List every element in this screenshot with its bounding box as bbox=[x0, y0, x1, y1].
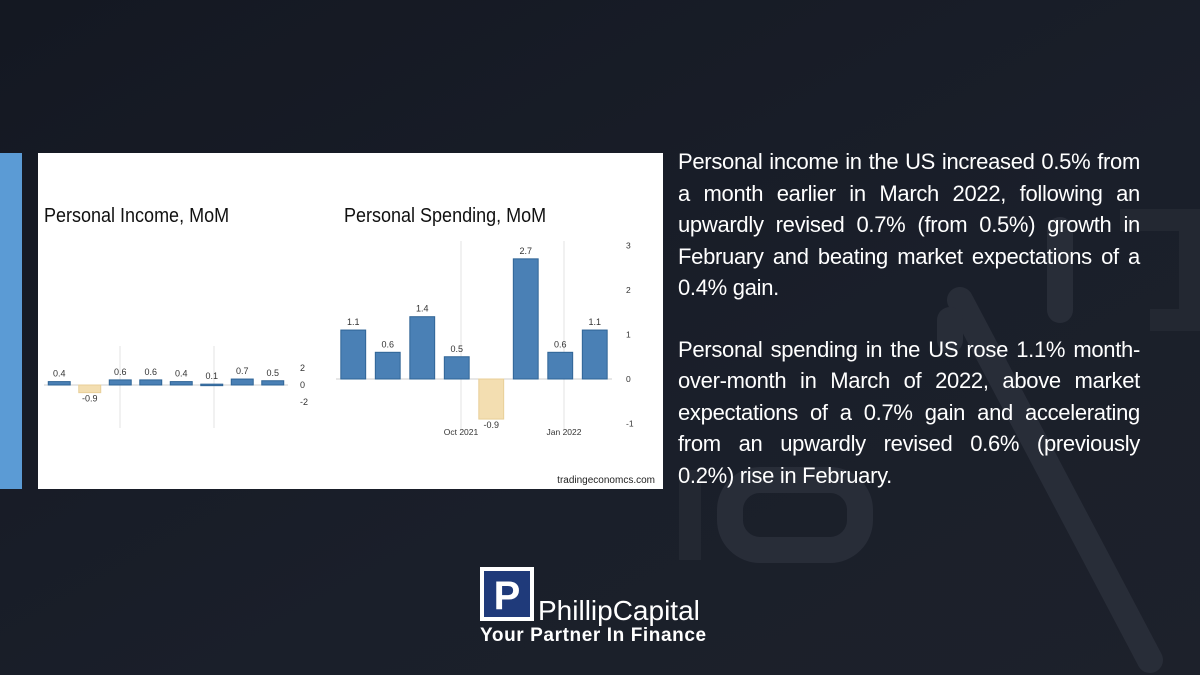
bar bbox=[409, 316, 436, 380]
data-label: 0.7 bbox=[236, 366, 249, 376]
data-label: 0.6 bbox=[381, 339, 394, 349]
bar bbox=[78, 384, 102, 394]
spending-chart: 1.1 0.6 1.4 0.5 -0.9 2.7 0.6 1.1 3 2 1 0 -1 Oct 2021 J… bbox=[336, 241, 634, 437]
y-tick-label: -1 bbox=[626, 419, 634, 429]
bar bbox=[139, 379, 163, 386]
data-label: 0.5 bbox=[450, 344, 463, 354]
y-tick-label: 0 bbox=[300, 380, 305, 390]
bar bbox=[512, 258, 539, 380]
bar bbox=[200, 383, 224, 387]
phillipcapital-logo: P PhillipCapital Your Partner In Finance bbox=[480, 567, 740, 647]
data-label: 1.1 bbox=[347, 317, 360, 327]
data-label: 0.6 bbox=[144, 367, 157, 377]
logo-name: PhillipCapital bbox=[538, 595, 700, 626]
income-chart-title: Personal Income, MoM bbox=[44, 205, 230, 227]
bar bbox=[581, 329, 608, 380]
data-label: 0.6 bbox=[554, 339, 567, 349]
bar bbox=[374, 351, 401, 380]
spending-paragraph: Personal spending in the US rose 1.1% mo… bbox=[678, 336, 1140, 488]
y-tick-label: 2 bbox=[300, 363, 305, 373]
bar bbox=[108, 379, 132, 386]
spending-chart-title: Personal Spending, MoM bbox=[344, 205, 547, 227]
logo-mark: P bbox=[480, 567, 534, 621]
p-logo-icon: P bbox=[480, 567, 534, 621]
data-label: 0.1 bbox=[205, 371, 218, 381]
data-label: 0.6 bbox=[114, 367, 127, 377]
chart-panel: Personal Income, MoM Personal Spending, … bbox=[38, 153, 663, 489]
logo-letter: P bbox=[494, 574, 521, 618]
bar bbox=[47, 381, 71, 386]
data-label: 1.1 bbox=[588, 317, 601, 327]
bar bbox=[340, 329, 367, 380]
bar bbox=[547, 351, 574, 380]
logo-tagline: Your Partner In Finance bbox=[480, 625, 707, 646]
y-tick-label: -2 bbox=[300, 397, 308, 407]
income-paragraph: Personal income in the US increased 0.5%… bbox=[678, 149, 1140, 300]
data-label: 0.4 bbox=[175, 369, 188, 379]
commentary: Personal income in the US increased 0.5%… bbox=[678, 146, 1140, 521]
y-tick-label: 2 bbox=[626, 285, 631, 295]
income-chart: 0.4 -0.9 0.6 0.6 0.4 0.1 0.7 0.5 2 0 -2 bbox=[44, 346, 308, 428]
chart-source: tradingeconomcs.com bbox=[557, 475, 655, 486]
bar bbox=[261, 380, 285, 386]
data-label: 2.7 bbox=[519, 246, 532, 256]
accent-bar bbox=[0, 153, 22, 489]
data-label: 0.4 bbox=[53, 369, 66, 379]
y-tick-label: 0 bbox=[626, 374, 631, 384]
bar bbox=[478, 378, 505, 420]
x-tick-label: Jan 2022 bbox=[547, 427, 582, 437]
data-label: 0.5 bbox=[266, 368, 279, 378]
data-label: 1.4 bbox=[416, 304, 429, 314]
data-label: -0.9 bbox=[82, 394, 98, 404]
data-label: -0.9 bbox=[483, 420, 499, 430]
bar bbox=[443, 356, 470, 380]
x-tick-label: Oct 2021 bbox=[444, 427, 479, 437]
bar bbox=[230, 378, 254, 386]
y-tick-label: 1 bbox=[626, 330, 631, 340]
bar bbox=[169, 381, 193, 386]
y-tick-label: 3 bbox=[626, 241, 631, 251]
